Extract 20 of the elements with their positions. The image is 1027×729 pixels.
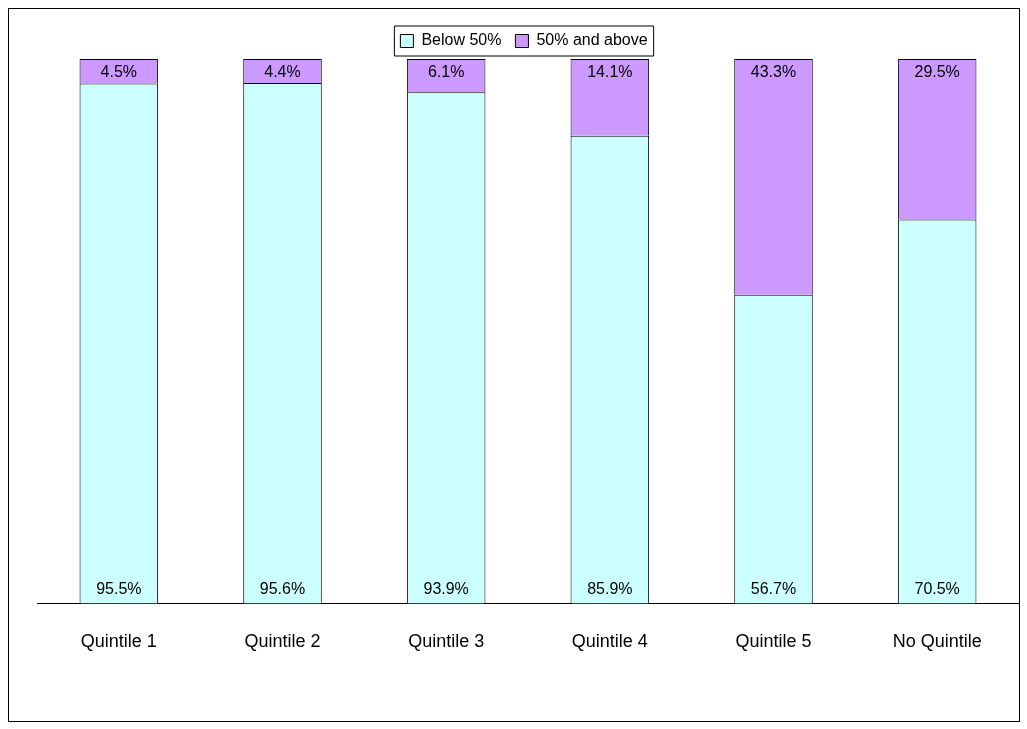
data-label: 4.4% bbox=[264, 63, 301, 81]
x-tick-label: Quintile 4 bbox=[571, 631, 648, 652]
legend-label: Below 50% bbox=[421, 31, 502, 49]
x-tick-label: Quintile 5 bbox=[735, 631, 812, 652]
data-label: 4.5% bbox=[100, 63, 138, 81]
x-tick-label: No Quintile bbox=[892, 631, 982, 652]
data-label: 56.7% bbox=[750, 579, 797, 597]
legend-label: 50% and above bbox=[536, 31, 648, 49]
data-label: 6.1% bbox=[427, 63, 465, 81]
data-label: 93.9% bbox=[423, 579, 469, 597]
x-tick-label: Quintile 1 bbox=[80, 631, 157, 652]
data-label: 43.3% bbox=[750, 63, 797, 81]
data-label: 95.5% bbox=[96, 579, 142, 597]
data-label: 14.1% bbox=[587, 63, 633, 81]
x-tick-label: Quintile 3 bbox=[408, 631, 485, 652]
data-label: 85.9% bbox=[587, 579, 633, 597]
data-label: 95.6% bbox=[259, 579, 306, 597]
data-label: 70.5% bbox=[914, 579, 960, 597]
x-tick-label: Quintile 2 bbox=[244, 631, 321, 652]
data-label: 29.5% bbox=[914, 63, 960, 81]
